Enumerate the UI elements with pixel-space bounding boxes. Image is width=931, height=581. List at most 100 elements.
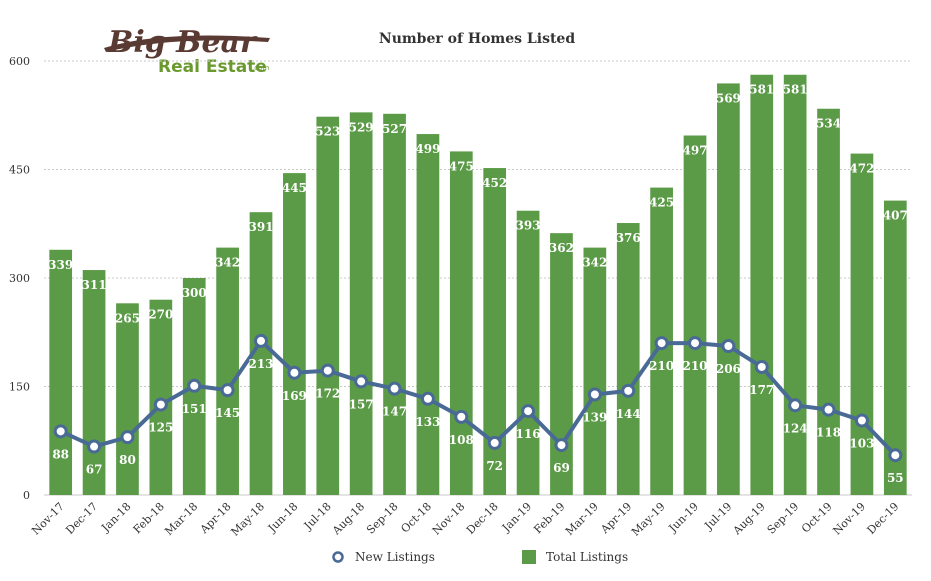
bar-value-label: 391 <box>248 220 273 234</box>
x-tick-label: May-19 <box>629 500 668 539</box>
bar-total-listings <box>383 113 406 495</box>
x-tick-label: Jan-19 <box>499 500 534 535</box>
bar-total-listings <box>717 83 740 495</box>
line-value-label: 80 <box>119 453 136 467</box>
line-point-new-listings <box>87 439 102 454</box>
bar-total-listings <box>283 173 306 495</box>
line-value-label: 210 <box>649 359 674 373</box>
svg-text:Real Estate: Real Estate <box>158 57 267 77</box>
legend-label-new-listings: New Listings <box>355 550 435 564</box>
bar-total-listings <box>516 210 540 496</box>
bar-total-listings <box>116 303 139 495</box>
x-axis-ticks: Nov-17Dec-17Jan-18Feb-18Mar-18Apr-18May-… <box>29 500 901 539</box>
bar-value-label: 523 <box>315 125 340 139</box>
line-value-label: 151 <box>182 402 207 416</box>
bar-value-label: 497 <box>682 144 707 158</box>
bar-total-listings <box>616 223 640 495</box>
line-point-new-listings <box>354 374 369 389</box>
bar-value-label: 265 <box>115 311 140 325</box>
svg-text:.com: .com <box>252 64 269 72</box>
line-value-label: 210 <box>682 359 707 373</box>
line-point-new-listings <box>888 448 903 463</box>
x-tick-label: May-18 <box>228 500 267 539</box>
line-point-new-listings <box>688 336 702 351</box>
line-value-label: 172 <box>315 387 340 401</box>
line-value-label: 177 <box>749 383 774 397</box>
line-value-label: 169 <box>282 389 307 403</box>
line-point-new-listings <box>754 359 769 374</box>
legend-label-total-listings: Total Listings <box>546 550 628 564</box>
line-value-label: 157 <box>349 397 374 411</box>
bar-value-label: 407 <box>883 209 908 223</box>
bar-total-listings <box>850 153 874 495</box>
line-value-label: 144 <box>616 407 641 421</box>
bar-total-listings <box>149 299 173 495</box>
line-value-label: 72 <box>486 459 503 473</box>
line-value-label: 213 <box>248 357 273 371</box>
line-point-new-listings <box>788 398 803 413</box>
bar-value-label: 393 <box>516 219 541 233</box>
x-tick-label: Apr-18 <box>197 500 234 537</box>
bar-total-listings <box>750 74 774 495</box>
bar-total-listings <box>583 247 607 495</box>
bar-total-listings <box>683 135 707 495</box>
x-tick-label: Nov-17 <box>29 500 67 538</box>
line-point-new-listings <box>454 409 469 424</box>
bar-total-listings <box>349 112 373 496</box>
bars <box>49 74 907 496</box>
svg-text:Big Bear: Big Bear <box>107 25 258 60</box>
bar-value-label: 581 <box>749 83 774 97</box>
bar-total-listings <box>449 151 473 495</box>
line-value-label: 67 <box>86 463 103 477</box>
x-tick-label: Apr-19 <box>598 500 635 537</box>
line-point-new-listings <box>521 404 536 419</box>
y-tick-label: 0 <box>23 489 30 502</box>
bar-total-listings <box>82 270 106 495</box>
bar-total-listings <box>249 212 273 495</box>
line-point-new-listings <box>220 383 235 398</box>
bar-total-listings <box>216 247 239 495</box>
bar-value-label: 425 <box>649 196 674 210</box>
bar-total-listings <box>783 74 807 495</box>
line-series <box>53 333 903 463</box>
line-value-label: 118 <box>816 426 841 440</box>
x-tick-label: Jan-18 <box>98 500 133 535</box>
x-tick-label: Jun-18 <box>265 500 301 536</box>
x-tick-label: Dec-19 <box>865 500 902 537</box>
bar-value-label: 342 <box>215 256 240 270</box>
bar-value-label: 270 <box>148 308 173 322</box>
bar-value-label: 452 <box>482 176 507 190</box>
line-point-new-listings <box>487 435 502 450</box>
bar-value-label: 534 <box>816 117 841 131</box>
line-point-new-listings <box>721 338 736 353</box>
bar-total-listings <box>550 233 573 496</box>
line-value-label: 55 <box>887 471 904 485</box>
line-labels: 88 67 80 125 151 145 213 169 172 157 147 133 108 72 11… <box>52 357 903 485</box>
x-tick-label: Dec-17 <box>63 500 100 537</box>
x-tick-label: Nov-19 <box>830 500 868 538</box>
x-tick-label: Feb-18 <box>131 500 167 536</box>
x-tick-label: Aug-19 <box>730 500 768 538</box>
bar-labels: 339 311 265 270 300 342 391 445 523 529 527 499 475 4… <box>48 83 908 326</box>
x-tick-label: Oct-19 <box>799 500 835 536</box>
line-point-new-listings <box>287 365 302 380</box>
bar-value-label: 472 <box>849 162 874 176</box>
line-value-label: 103 <box>849 436 874 450</box>
line-value-label: 139 <box>582 410 607 424</box>
line-value-label: 88 <box>52 447 69 461</box>
bar-total-listings <box>817 108 840 496</box>
x-tick-label: Mar-19 <box>563 500 601 538</box>
big-bear-logo: Big Bear Real Estate .com <box>104 25 270 77</box>
line-point-new-listings <box>654 336 669 351</box>
bar-value-label: 529 <box>349 120 374 134</box>
x-tick-label: Jun-19 <box>666 500 702 536</box>
line-point-new-listings <box>187 378 202 393</box>
line-point-new-listings <box>821 402 836 417</box>
bar-value-label: 499 <box>415 142 440 156</box>
line-point-new-listings <box>621 383 636 398</box>
y-tick-label: 600 <box>9 55 30 68</box>
bar-value-label: 300 <box>182 286 207 300</box>
bar-value-label: 362 <box>549 241 574 255</box>
bar-value-label: 311 <box>82 278 107 292</box>
